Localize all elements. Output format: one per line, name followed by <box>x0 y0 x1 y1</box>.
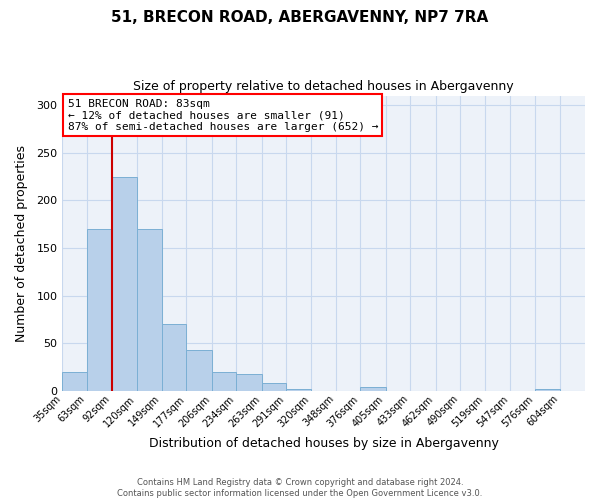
Bar <box>187 350 212 391</box>
Bar <box>262 384 286 391</box>
Bar <box>162 324 187 391</box>
Bar <box>212 372 236 391</box>
Text: 51, BRECON ROAD, ABERGAVENNY, NP7 7RA: 51, BRECON ROAD, ABERGAVENNY, NP7 7RA <box>112 10 488 25</box>
X-axis label: Distribution of detached houses by size in Abergavenny: Distribution of detached houses by size … <box>149 437 499 450</box>
Bar <box>137 229 162 391</box>
Bar <box>236 374 262 391</box>
Title: Size of property relative to detached houses in Abergavenny: Size of property relative to detached ho… <box>133 80 514 93</box>
Text: 51 BRECON ROAD: 83sqm
← 12% of detached houses are smaller (91)
87% of semi-deta: 51 BRECON ROAD: 83sqm ← 12% of detached … <box>68 98 378 132</box>
Bar <box>535 389 560 391</box>
Bar <box>62 372 87 391</box>
Bar <box>286 389 311 391</box>
Y-axis label: Number of detached properties: Number of detached properties <box>15 145 28 342</box>
Text: Contains HM Land Registry data © Crown copyright and database right 2024.
Contai: Contains HM Land Registry data © Crown c… <box>118 478 482 498</box>
Bar <box>112 176 137 391</box>
Bar <box>87 229 112 391</box>
Bar <box>361 387 386 391</box>
